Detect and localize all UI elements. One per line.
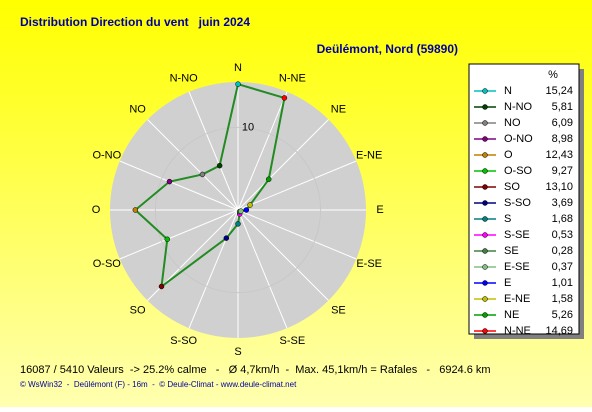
legend-marker xyxy=(482,88,488,94)
spoke xyxy=(188,209,239,329)
direction-label: NO xyxy=(129,103,146,115)
legend-value: 9,27 xyxy=(552,165,573,177)
spoke xyxy=(237,119,329,211)
chart-subtitle: Deülémont, Nord (59890) xyxy=(317,42,458,56)
legend-marker xyxy=(482,120,488,126)
legend-label: O xyxy=(504,149,513,161)
marker xyxy=(238,208,244,214)
legend-marker xyxy=(482,264,488,270)
marker xyxy=(223,235,230,241)
marker xyxy=(243,207,250,213)
legend-label: E-SE xyxy=(504,261,530,273)
marker xyxy=(235,221,241,227)
legend-label: O-NO xyxy=(504,133,533,145)
grid-circle xyxy=(154,126,322,294)
marker xyxy=(164,236,171,243)
direction-label: N xyxy=(234,62,242,74)
legend-value: 13,10 xyxy=(545,181,573,193)
legend-marker xyxy=(482,184,488,190)
legend-label: E xyxy=(504,277,511,289)
marker xyxy=(158,283,165,290)
spoke xyxy=(237,209,329,301)
direction-label: E xyxy=(376,204,383,216)
legend-marker xyxy=(482,328,488,334)
spoke xyxy=(147,119,239,211)
legend-label: N-NO xyxy=(504,101,533,113)
spoke xyxy=(237,209,357,260)
legend-value: 5,26 xyxy=(552,309,573,321)
legend-label: SO xyxy=(504,181,520,193)
legend-label: NO xyxy=(504,117,521,129)
legend-value: 8,98 xyxy=(552,133,573,145)
spoke xyxy=(237,91,288,211)
chart-title: Distribution Direction du vent juin 2024 xyxy=(20,15,250,29)
legend-marker xyxy=(482,104,488,110)
legend-label: N-NE xyxy=(504,325,531,337)
legend-marker xyxy=(482,216,488,222)
r-tick-label: 10 xyxy=(242,121,254,133)
direction-label: S-SE xyxy=(279,335,305,347)
marker xyxy=(235,81,241,87)
direction-label: NE xyxy=(331,103,346,115)
legend-value: 15,24 xyxy=(545,85,573,97)
legend-value: 0,53 xyxy=(552,229,573,241)
legend-marker xyxy=(482,248,488,254)
legend-value: 0,37 xyxy=(552,261,573,273)
legend-value: 5,81 xyxy=(552,101,573,113)
direction-label: O-SO xyxy=(93,258,122,270)
legend-value: 6,09 xyxy=(552,117,573,129)
legend-label: SE xyxy=(504,245,519,257)
spoke xyxy=(119,160,239,211)
marker xyxy=(216,162,223,169)
marker xyxy=(247,202,253,208)
legend-marker xyxy=(482,200,488,206)
spoke xyxy=(188,91,239,211)
direction-label: N-NE xyxy=(279,73,306,85)
legend-value: 1,58 xyxy=(552,293,573,305)
legend-label: O-SO xyxy=(504,165,533,177)
spoke xyxy=(119,209,239,260)
legend-label: S-SO xyxy=(504,197,531,209)
direction-label: S xyxy=(234,346,241,358)
direction-label: O-NO xyxy=(92,150,121,162)
legend-label: S xyxy=(504,213,511,225)
credits: © WsWin32 - Deûlémont (F) - 16m - © Deul… xyxy=(20,380,297,389)
marker xyxy=(281,95,288,101)
legend-value: 14,69 xyxy=(545,325,573,337)
direction-label: O xyxy=(92,204,101,216)
legend xyxy=(468,63,580,335)
legend-value: 3,69 xyxy=(552,197,573,209)
marker xyxy=(166,178,173,185)
legend-marker xyxy=(482,152,488,158)
direction-label: N-NO xyxy=(170,73,199,85)
legend-marker xyxy=(482,312,488,318)
legend-value: 1,68 xyxy=(552,213,573,225)
legend-label: S-SE xyxy=(504,229,530,241)
legend-value: 12,43 xyxy=(545,149,573,161)
footer: 16087 / 5410 Valeurs -> 25.2% calme - Ø … xyxy=(20,364,491,376)
direction-label: S-SO xyxy=(170,335,197,347)
direction-label: E-NE xyxy=(356,150,382,162)
legend-marker xyxy=(482,168,488,174)
legend-value: 1,01 xyxy=(552,277,573,289)
legend-value: 0,28 xyxy=(552,245,573,257)
legend-marker xyxy=(482,232,488,238)
spoke xyxy=(237,209,288,329)
legend-marker xyxy=(482,136,488,142)
direction-label: E-SE xyxy=(356,258,382,270)
direction-label: SO xyxy=(130,304,146,316)
legend-header: % xyxy=(548,69,558,81)
direction-label: SE xyxy=(331,304,346,316)
marker xyxy=(199,171,206,178)
legend-label: E-NE xyxy=(504,293,530,305)
spoke xyxy=(237,160,357,211)
legend-marker xyxy=(482,296,488,302)
legend-label: NE xyxy=(504,309,519,321)
marker xyxy=(265,176,272,183)
marker xyxy=(132,207,139,213)
legend-marker xyxy=(482,280,488,286)
legend-label: N xyxy=(504,85,512,97)
